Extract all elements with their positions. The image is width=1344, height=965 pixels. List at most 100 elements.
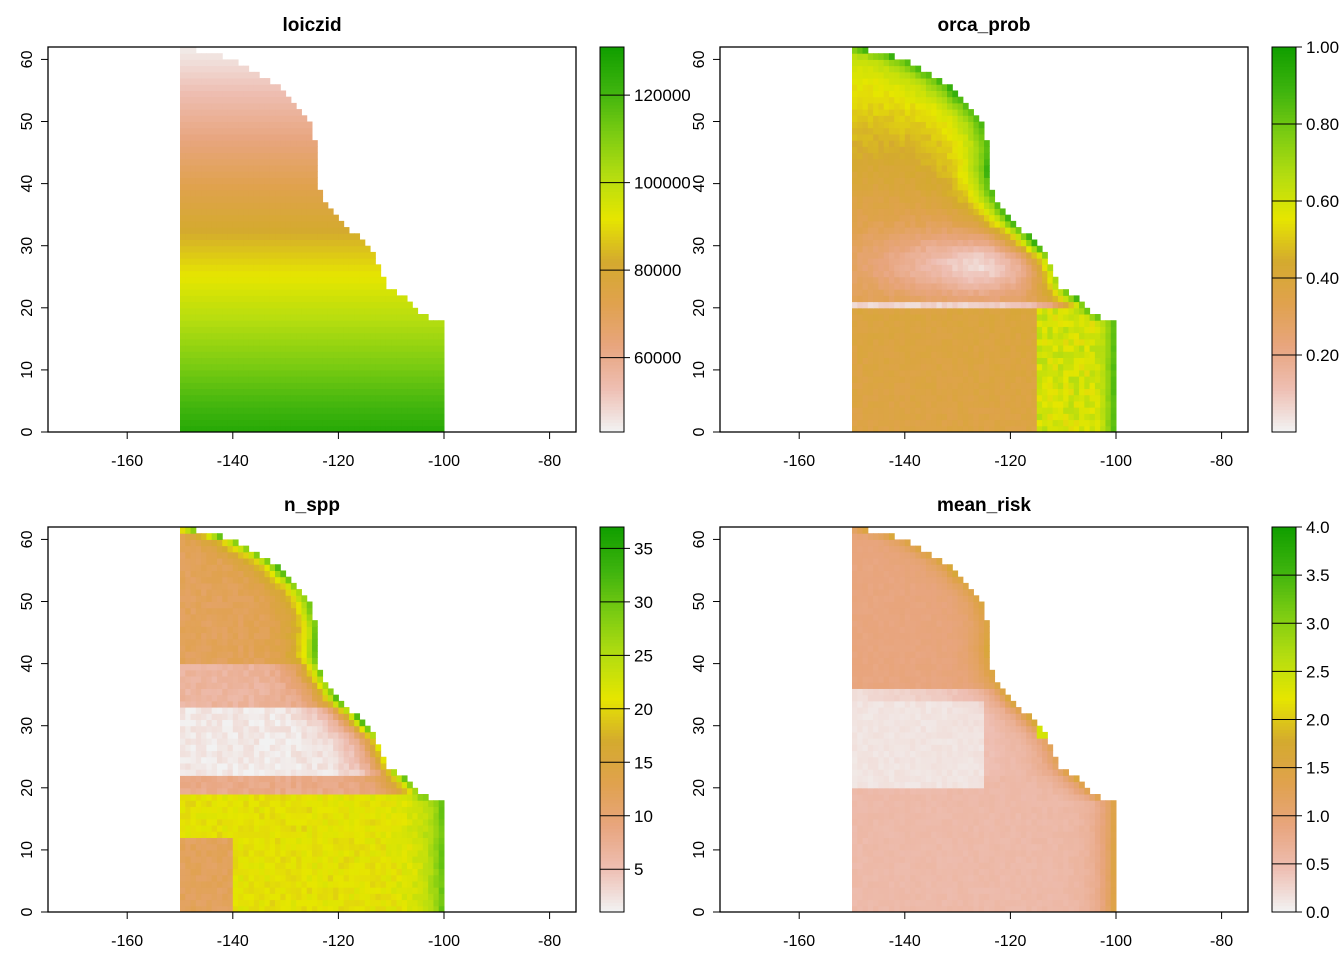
- raster-cell: [259, 215, 265, 222]
- raster-cell: [222, 295, 228, 302]
- raster-cell: [878, 401, 884, 408]
- raster-cell: [275, 227, 281, 234]
- raster-cell: [979, 240, 985, 247]
- raster-cell: [243, 177, 249, 184]
- raster-cell: [915, 413, 921, 420]
- raster-cell: [1042, 376, 1048, 383]
- raster-cell: [349, 283, 355, 290]
- raster-cell: [238, 339, 244, 346]
- raster-cell: [439, 395, 445, 402]
- raster-cell: [217, 233, 223, 240]
- raster-cell: [280, 240, 286, 247]
- raster-cell: [291, 221, 297, 228]
- raster-cell: [243, 376, 249, 383]
- raster-cell: [291, 165, 297, 172]
- raster-cell: [952, 227, 958, 234]
- raster-cell: [328, 314, 334, 321]
- raster-cell: [942, 134, 948, 141]
- raster-cell: [291, 370, 297, 377]
- raster-cell: [180, 326, 186, 333]
- raster-cell: [312, 258, 318, 265]
- raster-cell: [254, 364, 260, 371]
- raster-cell: [878, 345, 884, 352]
- raster-cell: [1000, 376, 1006, 383]
- raster-cell: [1090, 351, 1096, 358]
- raster-cell: [878, 184, 884, 191]
- raster-cell: [365, 258, 371, 265]
- raster-cell: [868, 401, 874, 408]
- raster-cell: [942, 196, 948, 203]
- raster-cell: [952, 97, 958, 104]
- raster-cell: [942, 252, 948, 259]
- raster-cell: [884, 389, 890, 396]
- raster-cell: [958, 140, 964, 147]
- raster-cell: [217, 314, 223, 321]
- raster-cell: [280, 264, 286, 271]
- raster-cell: [1095, 407, 1101, 414]
- raster-cell: [233, 59, 239, 66]
- raster-cell: [989, 215, 995, 222]
- raster-cell: [1016, 320, 1022, 327]
- raster-cell: [1021, 295, 1027, 302]
- raster-cell: [370, 283, 376, 290]
- raster-cell: [349, 308, 355, 315]
- raster-cell: [206, 134, 212, 141]
- raster-cell: [196, 862, 202, 869]
- raster-cell: [233, 389, 239, 396]
- raster-cell: [301, 389, 307, 396]
- raster-cell: [910, 233, 916, 240]
- raster-cell: [910, 395, 916, 402]
- raster-cell: [264, 240, 270, 247]
- raster-cell: [317, 308, 323, 315]
- raster-cell: [968, 109, 974, 116]
- raster-cell: [1090, 357, 1096, 364]
- raster-cell: [222, 252, 228, 259]
- raster-cell: [979, 264, 985, 271]
- raster-cell: [396, 357, 402, 364]
- raster-cell: [947, 333, 953, 340]
- raster-cell: [963, 314, 969, 321]
- raster-cell: [228, 90, 234, 97]
- raster-cell: [228, 196, 234, 203]
- raster-cell: [344, 302, 350, 309]
- raster-cell: [931, 240, 937, 247]
- raster-cell: [1042, 252, 1048, 259]
- raster-cell: [889, 314, 895, 321]
- raster-cell: [1047, 320, 1053, 327]
- raster-cell: [905, 326, 911, 333]
- raster-cell: [952, 109, 958, 116]
- raster-cell: [212, 900, 218, 907]
- raster-cell: [931, 153, 937, 160]
- raster-cell: [1005, 339, 1011, 346]
- raster-cell: [884, 271, 890, 278]
- raster-cell: [889, 252, 895, 259]
- raster-cell: [249, 887, 255, 894]
- raster-cell: [222, 887, 228, 894]
- raster-cell: [264, 128, 270, 135]
- raster-cell: [852, 66, 858, 73]
- raster-cell: [958, 333, 964, 340]
- raster-cell: [249, 146, 255, 153]
- raster-cell: [1090, 333, 1096, 340]
- raster-cell: [264, 134, 270, 141]
- raster-cell: [238, 122, 244, 129]
- raster-cell: [386, 308, 392, 315]
- raster-cell: [1074, 320, 1080, 327]
- raster-cell: [1010, 295, 1016, 302]
- raster-cell: [254, 233, 260, 240]
- raster-cell: [1053, 357, 1059, 364]
- raster-cell: [936, 171, 942, 178]
- raster-cell: [344, 351, 350, 358]
- raster-cell: [926, 264, 932, 271]
- raster-cell: [942, 128, 948, 135]
- raster-cell: [280, 146, 286, 153]
- raster-cell: [900, 97, 906, 104]
- raster-cell: [396, 407, 402, 414]
- raster-cell: [270, 208, 276, 215]
- raster-cell: [259, 196, 265, 203]
- raster-cell: [973, 320, 979, 327]
- raster-cell: [915, 320, 921, 327]
- raster-cell: [1105, 382, 1111, 389]
- raster-cell: [878, 208, 884, 215]
- raster-cell: [196, 389, 202, 396]
